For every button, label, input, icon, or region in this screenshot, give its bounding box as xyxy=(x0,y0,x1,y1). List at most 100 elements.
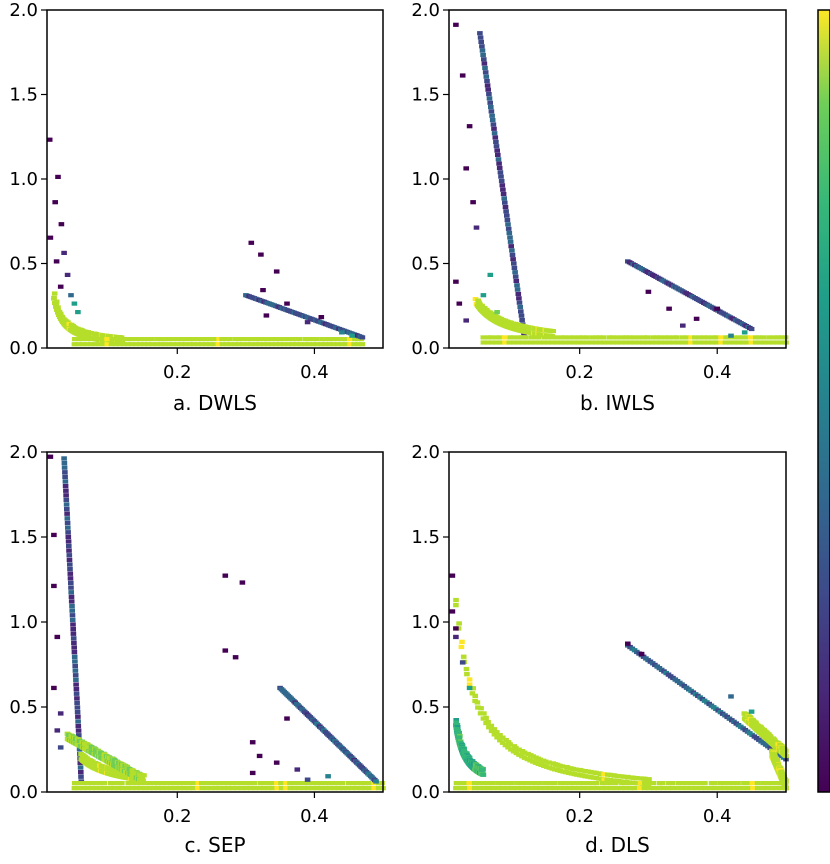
heatmap-cell xyxy=(499,740,506,745)
heatmap-cell xyxy=(740,340,746,345)
heatmap-cell xyxy=(66,543,72,549)
heatmap-cell xyxy=(274,786,280,791)
heatmap-cell xyxy=(179,337,185,342)
heatmap-cell xyxy=(194,337,201,342)
heatmap-cell xyxy=(141,342,148,347)
heatmap-cell xyxy=(190,781,197,786)
heatmap-cell xyxy=(494,310,500,315)
heatmap-cell xyxy=(771,335,777,340)
heatmap-cell xyxy=(507,742,513,747)
heatmap-cell xyxy=(557,768,564,773)
heatmap-cell xyxy=(523,786,530,791)
heatmap-cell xyxy=(68,585,74,590)
x-tick-label: 0.2 xyxy=(163,362,192,383)
heatmap-cell xyxy=(74,696,80,701)
y-tick-label: 0.5 xyxy=(411,254,440,275)
heatmap-cell xyxy=(721,781,727,786)
heatmap-cell xyxy=(679,786,685,791)
heatmap-cell xyxy=(456,301,463,306)
heatmap-cell xyxy=(637,781,644,786)
heatmap-cell xyxy=(488,105,494,110)
heatmap-cell xyxy=(70,622,76,627)
heatmap-cell xyxy=(749,781,756,786)
heatmap-cell xyxy=(679,340,685,345)
heatmap-cell xyxy=(483,715,489,721)
heatmap-cell xyxy=(51,583,57,589)
heatmap-cell xyxy=(208,781,215,786)
heatmap-cell xyxy=(688,781,694,786)
heatmap-cell xyxy=(68,599,75,604)
heatmap-cell xyxy=(125,781,131,786)
heatmap-cell xyxy=(563,770,569,775)
heatmap-cell xyxy=(68,590,74,595)
heatmap-cell xyxy=(55,174,61,179)
heatmap-cell xyxy=(53,259,60,264)
heatmap-cell xyxy=(292,786,298,791)
heatmap-cell xyxy=(170,342,176,347)
heatmap-cell xyxy=(600,335,607,340)
heatmap-cell xyxy=(223,342,230,347)
heatmap-cell xyxy=(466,685,473,691)
heatmap-cell xyxy=(258,252,264,257)
heatmap-cell xyxy=(470,686,476,691)
y-tick-label: 0.0 xyxy=(411,338,440,359)
heatmap-cell xyxy=(117,337,123,342)
heatmap-cells xyxy=(47,454,386,791)
heatmap-cell xyxy=(265,786,272,791)
heatmap-cell xyxy=(586,781,592,786)
heatmap-cell xyxy=(287,781,293,786)
heatmap-cell xyxy=(657,335,663,340)
heatmap-cell xyxy=(754,781,761,786)
heatmap-cell xyxy=(618,340,625,345)
heatmap-cell xyxy=(146,786,153,791)
heatmap-cell xyxy=(149,337,155,342)
heatmap-cell xyxy=(47,454,54,459)
heatmap-cell xyxy=(507,335,513,340)
heatmap-cell xyxy=(182,337,188,342)
heatmap-cell xyxy=(339,781,346,786)
heatmap-cell xyxy=(571,781,577,786)
heatmap-cell xyxy=(494,148,500,153)
heatmap-cell xyxy=(317,781,324,786)
heatmap-cell xyxy=(607,781,614,786)
heatmap-cell xyxy=(713,335,720,340)
heatmap-cell xyxy=(627,340,634,345)
heatmap-cell xyxy=(510,340,517,345)
heatmap-cell xyxy=(731,335,738,340)
heatmap-cell xyxy=(318,342,325,347)
heatmap-cell xyxy=(133,786,139,791)
heatmap-cell xyxy=(512,270,518,275)
heatmap-cell xyxy=(741,330,748,335)
heatmap-cell xyxy=(243,781,250,786)
heatmap-cell xyxy=(603,781,609,786)
heatmap-cell xyxy=(47,235,54,240)
heatmap-cell xyxy=(354,337,361,342)
heatmap-cell xyxy=(654,335,660,340)
heatmap-cell xyxy=(296,781,302,786)
heatmap-cell xyxy=(453,720,459,725)
heatmap-cell xyxy=(137,786,144,791)
heatmap-cell xyxy=(653,340,660,345)
heatmap-cell xyxy=(88,342,94,347)
heatmap-cell xyxy=(680,323,686,328)
heatmap-cell xyxy=(709,340,716,345)
heatmap-cell xyxy=(562,335,568,340)
heatmap-cell xyxy=(636,335,643,340)
heatmap-cell xyxy=(180,781,187,786)
heatmap-cell xyxy=(479,44,485,49)
heatmap-cell xyxy=(176,781,183,786)
heatmap-cell xyxy=(81,781,87,786)
heatmap-cell xyxy=(669,781,676,786)
heatmap-cell xyxy=(294,767,301,772)
heatmap-cell xyxy=(735,340,742,345)
heatmap-cell xyxy=(207,342,213,347)
heatmap-cell xyxy=(466,781,473,786)
heatmap-cell xyxy=(714,306,720,311)
heatmap-cell xyxy=(475,705,481,710)
heatmap-cell xyxy=(89,786,95,791)
heatmap-cell xyxy=(538,786,544,791)
heatmap-cell xyxy=(70,627,76,632)
heatmap-cell xyxy=(597,340,603,345)
heatmap-cell xyxy=(285,342,292,347)
heatmap-cell xyxy=(657,340,664,345)
